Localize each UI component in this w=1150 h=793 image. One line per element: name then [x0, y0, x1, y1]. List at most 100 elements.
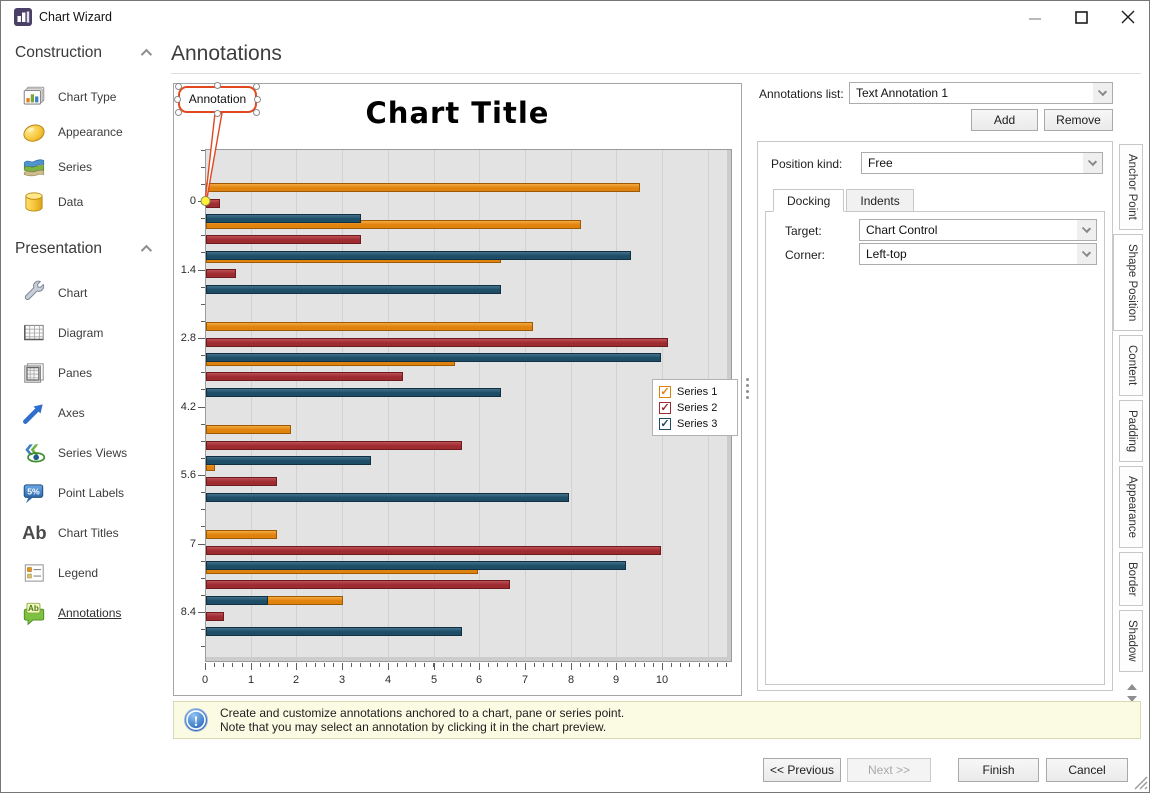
annotation-callout[interactable]: Annotation — [178, 86, 257, 113]
y-axis-minor-tick — [201, 526, 205, 527]
legend-item[interactable]: ✓ Series 2 — [659, 400, 731, 416]
bar-series-2-p8 — [206, 546, 661, 555]
bar-series-1-p8 — [206, 530, 277, 539]
sidebar-item-label: Data — [58, 194, 84, 209]
y-axis-minor-tick — [201, 441, 205, 442]
legend-checkbox[interactable]: ✓ — [659, 402, 671, 414]
bar-series-1-p2 — [206, 220, 581, 229]
y-axis-minor-tick — [201, 184, 205, 185]
legend-item[interactable]: ✓ Series 1 — [659, 384, 731, 400]
sidebar-item-data[interactable]: Data — [1, 184, 167, 219]
position-kind-combo[interactable]: Free — [861, 152, 1103, 174]
tab-indents[interactable]: Indents — [846, 189, 914, 212]
x-axis-tick — [296, 663, 297, 670]
side-tab-appearance[interactable]: Appearance — [1119, 465, 1143, 548]
y-axis-minor-tick — [201, 150, 205, 151]
finish-button[interactable]: Finish — [958, 758, 1039, 782]
gridline — [571, 150, 572, 661]
selection-handle[interactable] — [175, 109, 182, 116]
x-axis-label: 3 — [338, 674, 346, 686]
panel-splitter[interactable] — [746, 378, 749, 402]
legend-checkbox[interactable]: ✓ — [659, 386, 671, 398]
x-axis-minor-tick — [278, 663, 279, 667]
sidebar-item-legend[interactable]: Legend — [1, 553, 167, 593]
x-axis-minor-tick — [507, 663, 508, 667]
y-axis-tick — [198, 338, 205, 339]
x-axis-minor-tick — [324, 663, 325, 667]
chevron-down-icon[interactable] — [1083, 153, 1102, 173]
x-axis-minor-tick — [607, 663, 608, 667]
legend-checkbox[interactable]: ✓ — [659, 418, 671, 430]
x-axis-tick — [205, 663, 206, 670]
resize-grip[interactable] — [1133, 775, 1148, 792]
x-axis-minor-tick — [269, 663, 270, 667]
y-axis-label: 1.4 — [180, 264, 196, 276]
add-button[interactable]: Add — [971, 109, 1038, 131]
sidebar-item-axes[interactable]: Axes — [1, 393, 167, 433]
side-tab-anchor-point[interactable]: Anchor Point — [1119, 144, 1143, 230]
sidebar-section-presentation[interactable]: Presentation — [15, 237, 163, 261]
bar-series-2-p9 — [206, 580, 510, 589]
selection-handle[interactable] — [253, 109, 260, 116]
sidebar-item-chart-titles[interactable]: Ab Chart Titles — [1, 513, 167, 553]
sidebar-item-label: Diagram — [58, 326, 104, 340]
bar-series-2-p6 — [206, 441, 462, 450]
panes-icon — [21, 360, 47, 386]
x-axis-minor-tick — [379, 663, 380, 667]
selection-handle[interactable] — [175, 83, 182, 90]
remove-button[interactable]: Remove — [1044, 109, 1113, 131]
x-axis-tick — [434, 663, 435, 670]
sidebar-item-panes[interactable]: Panes — [1, 353, 167, 393]
y-axis-minor-tick — [201, 372, 205, 373]
side-tab-shadow[interactable]: Shadow — [1119, 610, 1143, 672]
x-axis-minor-tick — [699, 663, 700, 667]
x-axis-minor-tick — [653, 663, 654, 667]
side-tab-shape-position[interactable]: Shape Position — [1113, 233, 1143, 332]
minimize-button[interactable] — [1018, 5, 1052, 29]
cancel-button[interactable]: Cancel — [1046, 758, 1128, 782]
sidebar-item-annotations[interactable]: Ab Annotations — [1, 593, 167, 633]
side-tab-padding[interactable]: Padding — [1119, 399, 1143, 462]
bar-series-3-p2 — [206, 251, 631, 260]
x-axis-minor-tick — [561, 663, 562, 667]
previous-button[interactable]: << Previous — [763, 758, 841, 782]
x-axis-minor-tick — [397, 663, 398, 667]
svg-text:Ab: Ab — [22, 522, 47, 543]
y-axis-tick — [198, 270, 205, 271]
sidebar-section-construction[interactable]: Construction — [15, 41, 163, 65]
sidebar-item-diagram[interactable]: Diagram — [1, 313, 167, 353]
tab-docking[interactable]: Docking — [773, 189, 845, 212]
maximize-button[interactable] — [1064, 5, 1098, 29]
sidebar-item-series[interactable]: Series — [1, 149, 167, 184]
selection-handle[interactable] — [254, 96, 261, 103]
bar-series-3-p4 — [206, 353, 661, 362]
close-button[interactable] — [1111, 5, 1145, 29]
x-axis-minor-tick — [370, 663, 371, 667]
bar-series-3-p5 — [206, 388, 501, 397]
chevron-down-icon[interactable] — [1077, 220, 1096, 240]
sidebar-item-appearance[interactable]: Appearance — [1, 114, 167, 149]
annotations-list-combo[interactable]: Text Annotation 1 — [849, 82, 1113, 104]
scroll-up-icon[interactable] — [1127, 683, 1137, 690]
sidebar-item-chart-type[interactable]: Chart Type — [1, 79, 167, 114]
appearance-icon — [21, 119, 47, 145]
scroll-down-icon[interactable] — [1127, 695, 1137, 702]
sidebar-item-chart[interactable]: Chart — [1, 273, 167, 313]
sidebar-item-series-views[interactable]: Series Views — [1, 433, 167, 473]
side-tab-content[interactable]: Content — [1119, 335, 1143, 396]
selection-handle[interactable] — [253, 83, 260, 90]
target-combo[interactable]: Chart Control — [859, 219, 1097, 241]
legend-item[interactable]: ✓ Series 3 — [659, 416, 731, 432]
corner-combo[interactable]: Left-top — [859, 243, 1097, 265]
side-tab-border[interactable]: Border — [1119, 551, 1143, 607]
sidebar-item-point-labels[interactable]: 5% Point Labels — [1, 473, 167, 513]
selection-handle[interactable] — [214, 110, 221, 117]
x-axis-minor-tick — [625, 663, 626, 667]
selection-handle[interactable] — [214, 82, 221, 89]
y-axis-label: 8.4 — [180, 606, 196, 618]
gridline — [251, 150, 252, 661]
chevron-down-icon[interactable] — [1093, 83, 1112, 103]
selection-handle[interactable] — [174, 96, 181, 103]
chevron-down-icon[interactable] — [1077, 244, 1096, 264]
x-axis-minor-tick — [662, 663, 663, 667]
